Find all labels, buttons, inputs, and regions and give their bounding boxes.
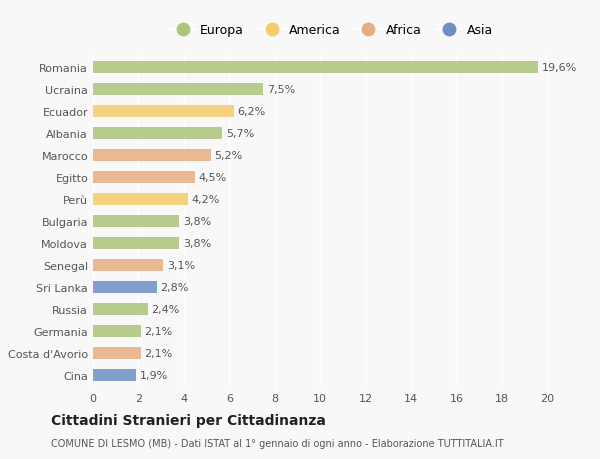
Bar xyxy=(93,215,179,228)
Text: 3,8%: 3,8% xyxy=(183,238,211,248)
Bar xyxy=(93,237,179,249)
Bar xyxy=(93,303,148,315)
Text: 3,1%: 3,1% xyxy=(167,260,195,270)
Text: 3,8%: 3,8% xyxy=(183,217,211,226)
Text: 6,2%: 6,2% xyxy=(237,107,265,117)
Text: 19,6%: 19,6% xyxy=(542,63,577,73)
Text: 2,1%: 2,1% xyxy=(144,348,172,358)
Bar xyxy=(93,281,157,293)
Bar xyxy=(93,84,263,96)
Bar xyxy=(93,325,140,337)
Bar xyxy=(93,172,195,184)
Bar xyxy=(93,62,538,74)
Bar xyxy=(93,150,211,162)
Bar xyxy=(93,259,163,271)
Text: 5,2%: 5,2% xyxy=(215,151,243,161)
Bar xyxy=(93,194,188,206)
Text: 2,4%: 2,4% xyxy=(151,304,179,314)
Text: 4,5%: 4,5% xyxy=(199,173,227,183)
Text: 1,9%: 1,9% xyxy=(140,370,168,380)
Bar xyxy=(93,347,140,359)
Text: 2,1%: 2,1% xyxy=(144,326,172,336)
Bar xyxy=(93,106,234,118)
Text: 7,5%: 7,5% xyxy=(267,85,295,95)
Bar xyxy=(93,369,136,381)
Bar xyxy=(93,128,223,140)
Text: Cittadini Stranieri per Cittadinanza: Cittadini Stranieri per Cittadinanza xyxy=(51,414,326,428)
Text: 2,8%: 2,8% xyxy=(160,282,188,292)
Text: 4,2%: 4,2% xyxy=(192,195,220,205)
Legend: Europa, America, Africa, Asia: Europa, America, Africa, Asia xyxy=(167,22,496,39)
Text: COMUNE DI LESMO (MB) - Dati ISTAT al 1° gennaio di ogni anno - Elaborazione TUTT: COMUNE DI LESMO (MB) - Dati ISTAT al 1° … xyxy=(51,438,503,448)
Text: 5,7%: 5,7% xyxy=(226,129,254,139)
